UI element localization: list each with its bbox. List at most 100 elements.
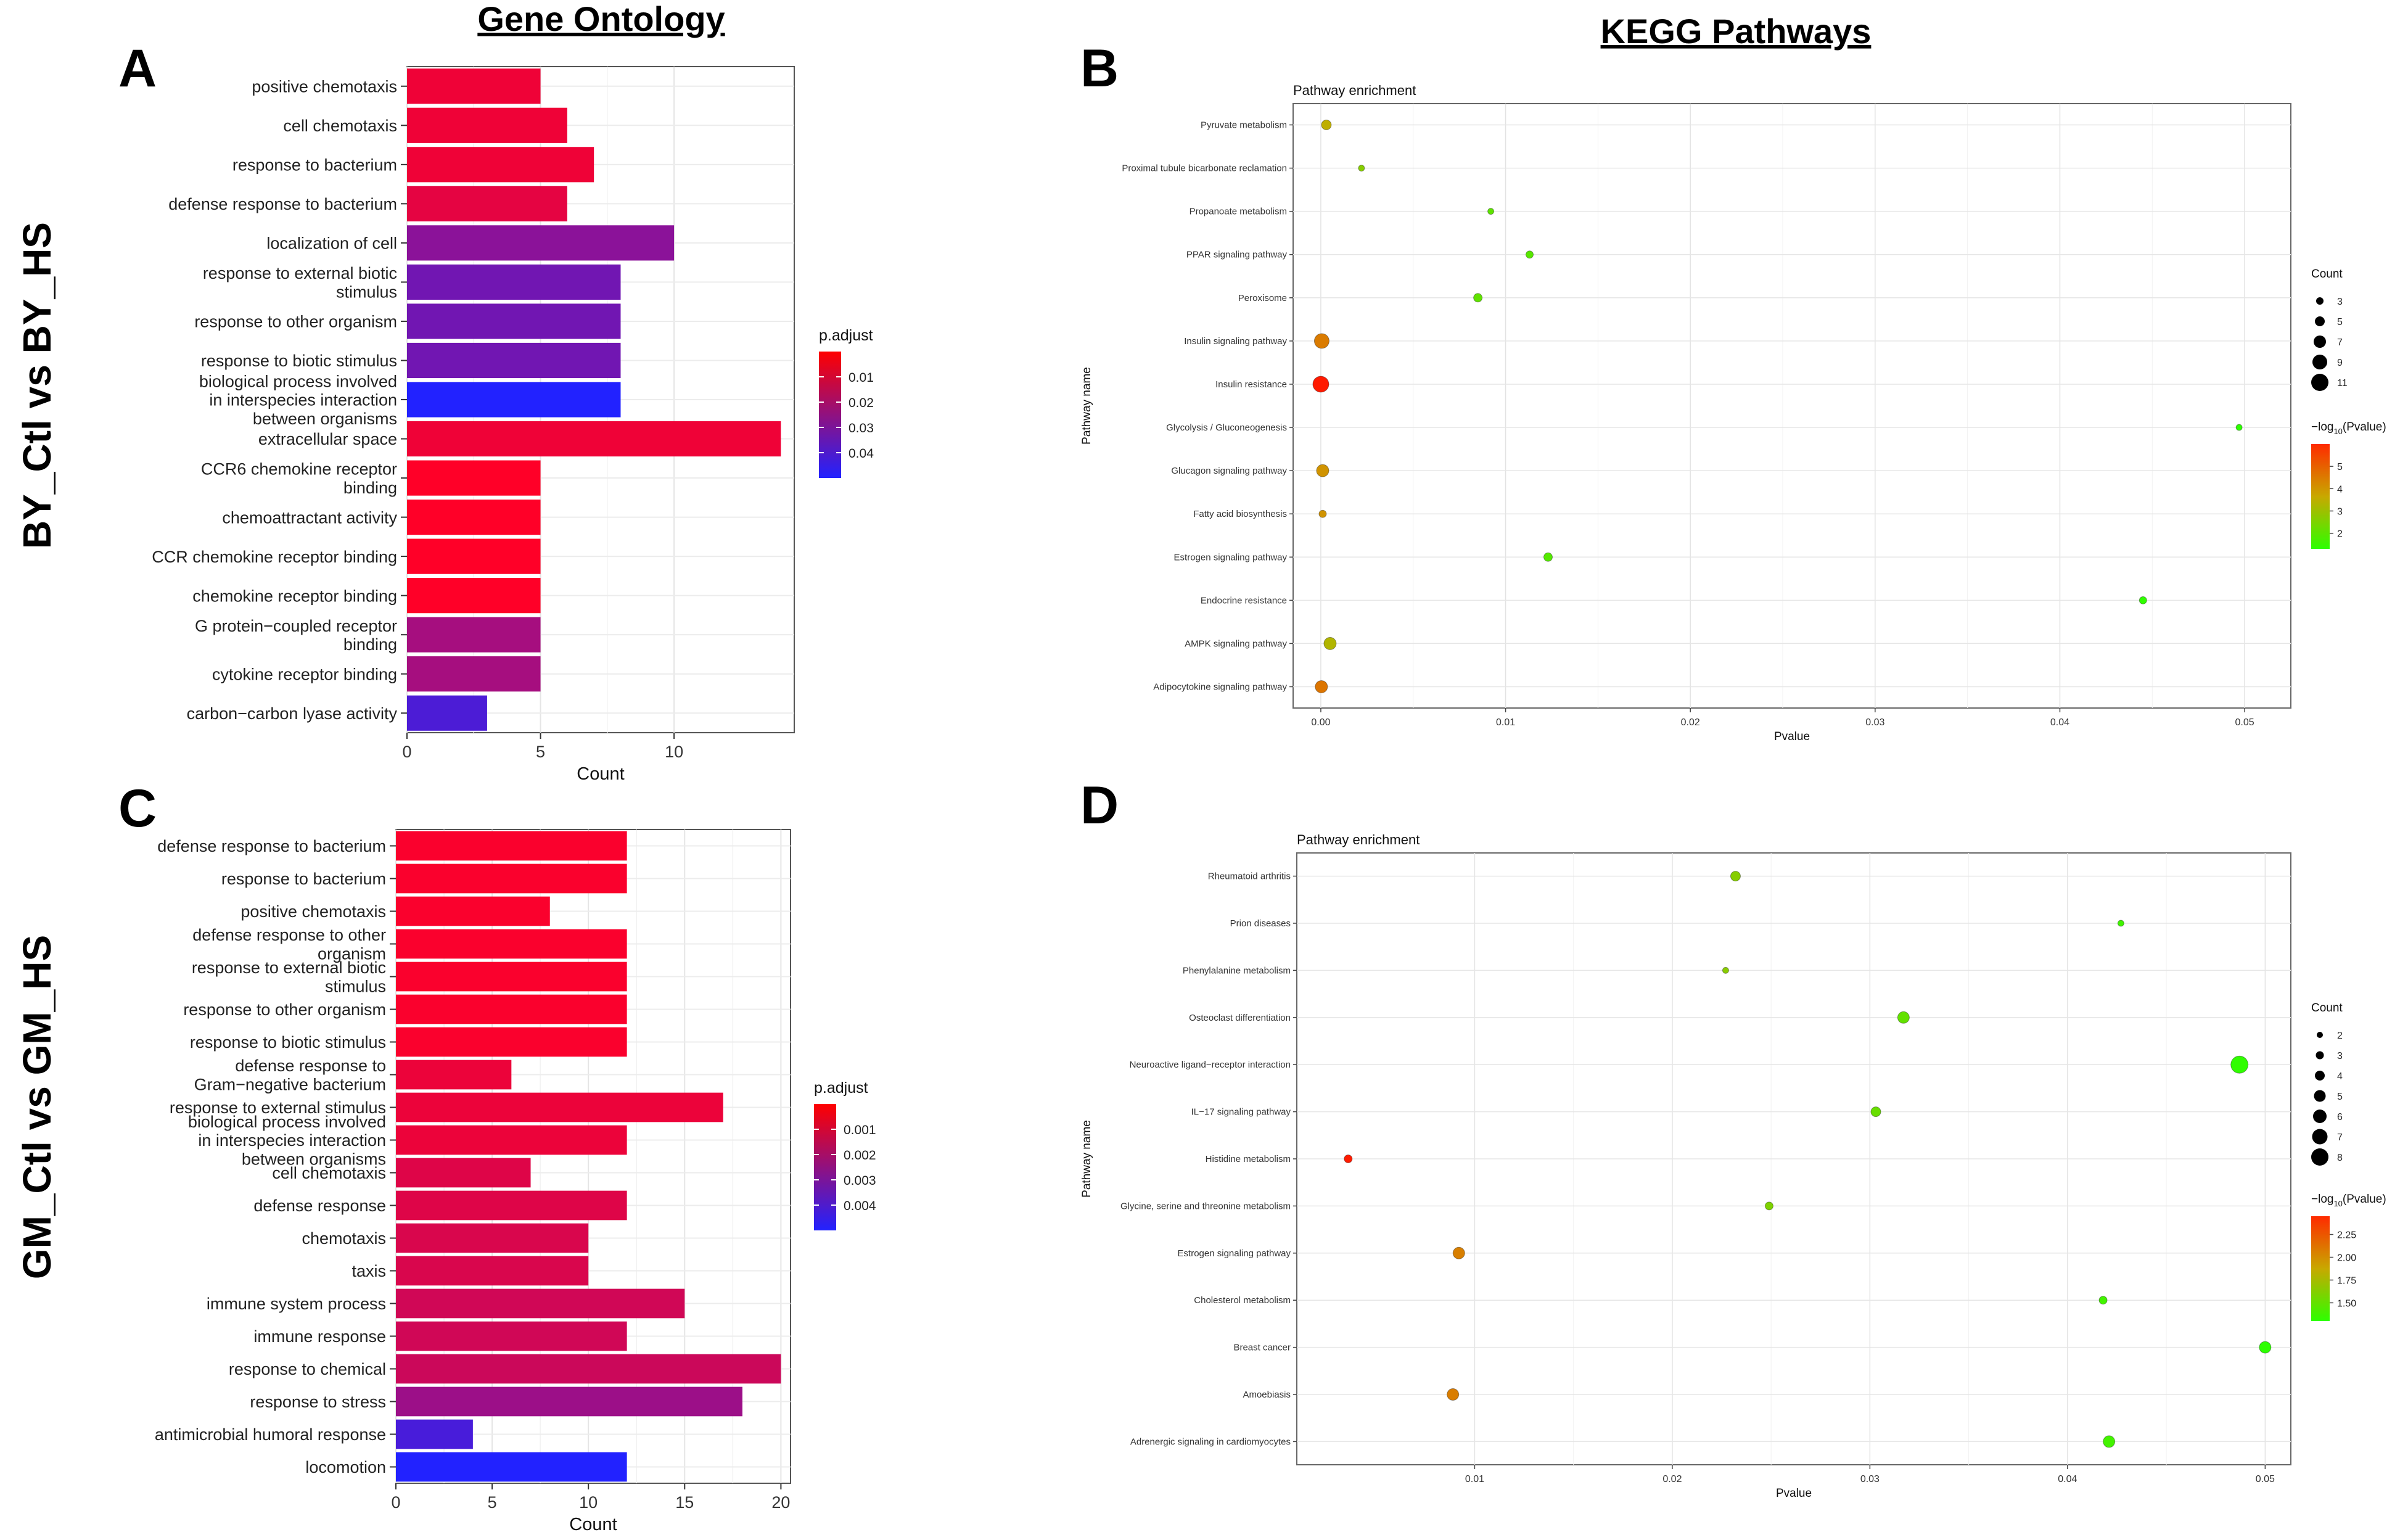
legend-tick-label: 0.03 [849, 421, 874, 435]
data-point [1722, 966, 1729, 974]
bar [407, 538, 541, 574]
x-tick-label: 0.05 [2256, 1474, 2275, 1484]
size-legend-dot [2311, 1148, 2328, 1166]
category-label: locomotion [305, 1458, 386, 1476]
category-label: binding [343, 635, 397, 654]
category-label: in interspecies interaction [198, 1131, 386, 1150]
bar [407, 68, 541, 104]
data-point [1526, 250, 1534, 259]
data-point [2230, 1055, 2249, 1074]
pathway-label: Fatty acid biosynthesis [1193, 509, 1287, 519]
x-tick-label: 20 [771, 1493, 790, 1512]
category-label: response to biotic stimulus [201, 352, 397, 370]
color-legend-bar [2311, 444, 2330, 549]
pathway-label: Glucagon signaling pathway [1171, 466, 1287, 476]
color-legend-label: 2 [2337, 529, 2343, 540]
size-legend-dot [2312, 355, 2327, 369]
pathway-label: Rheumatoid arthritis [1208, 871, 1291, 882]
category-label: response to chemical [229, 1360, 386, 1378]
data-point [2235, 424, 2243, 431]
color-legend-title: −log10(Pvalue) [2311, 421, 2386, 436]
category-label: response to stress [250, 1393, 386, 1411]
category-label: CCR chemokine receptor binding [152, 548, 397, 566]
pathway-label: Insulin signaling pathway [1184, 336, 1287, 347]
data-point [1473, 293, 1483, 303]
size-legend-dot [2312, 1129, 2328, 1145]
pathway-label: Phenylalanine metabolism [1183, 965, 1291, 976]
legend-colorbar [814, 1104, 836, 1230]
size-legend-title: Count [2311, 1002, 2343, 1015]
x-tick-label: 0 [391, 1493, 400, 1512]
color-legend-label: 2.25 [2337, 1230, 2356, 1241]
bar [407, 578, 541, 614]
category-label: localization of cell [266, 234, 397, 253]
bar [407, 264, 621, 300]
category-label: response to other organism [194, 313, 397, 331]
legend-tick-label: 0.004 [844, 1199, 876, 1213]
category-label: response to other organism [183, 1000, 386, 1019]
data-point [1323, 636, 1337, 650]
color-legend-label: 4 [2337, 484, 2343, 495]
legend-tick-label: 0.02 [849, 396, 874, 410]
x-tick-label: 10 [579, 1493, 598, 1512]
x-tick-label: 0.01 [1465, 1474, 1484, 1484]
color-legend-bar [2311, 1216, 2330, 1321]
bar [396, 1092, 723, 1122]
category-label: binding [343, 479, 397, 497]
category-label: response to external biotic [203, 264, 397, 282]
data-point [2098, 1296, 2108, 1305]
pathway-label: Breast cancer [1233, 1343, 1291, 1353]
bar [407, 460, 541, 496]
x-axis-title: Count [569, 1515, 617, 1534]
category-label: cell chemotaxis [283, 117, 397, 135]
plot-area [395, 829, 791, 1484]
panel-letter-c: C [118, 779, 157, 838]
bar [396, 929, 627, 959]
category-label: positive chemotaxis [252, 77, 397, 96]
data-point [1897, 1011, 1910, 1024]
row-label-bottom: GM_Ctl vs GM_HS [15, 935, 59, 1279]
data-point [1543, 552, 1553, 562]
category-label: response to bacterium [221, 870, 386, 888]
data-point [1315, 680, 1328, 693]
size-legend-label: 6 [2337, 1112, 2343, 1122]
pathway-label: IL−17 signaling pathway [1191, 1107, 1291, 1118]
category-label: response to biotic stimulus [190, 1033, 386, 1052]
bar [396, 961, 627, 992]
pathway-label: Osteoclast differentiation [1189, 1013, 1291, 1023]
data-point [2139, 596, 2147, 604]
legend-title: p.adjust [814, 1079, 868, 1097]
pathway-label: Adrenergic signaling in cardiomyocytes [1130, 1436, 1291, 1447]
size-legend-dot [2313, 1110, 2327, 1123]
pathway-label: Amoebiasis [1243, 1390, 1291, 1400]
pathway-label: Neuroactive ligand−receptor interaction [1130, 1060, 1291, 1070]
bar [396, 1288, 685, 1319]
bar [396, 1419, 473, 1449]
x-tick-label: 0.00 [1311, 717, 1330, 728]
data-point [2117, 920, 2124, 927]
data-point [1730, 871, 1741, 882]
bar [396, 1354, 781, 1384]
color-legend-title: −log10(Pvalue) [2311, 1193, 2386, 1208]
data-point [2103, 1435, 2116, 1448]
size-legend-label: 7 [2337, 1132, 2343, 1143]
size-legend-dot [2311, 374, 2328, 391]
legend-tick-label: 0.01 [849, 371, 874, 385]
size-legend-label: 5 [2337, 317, 2343, 327]
category-label: chemokine receptor binding [192, 587, 397, 605]
pathway-label: Insulin resistance [1215, 379, 1287, 390]
size-legend-label: 7 [2337, 337, 2343, 348]
x-tick-label: 0.03 [1865, 717, 1884, 728]
data-point [1321, 120, 1332, 131]
x-tick-label: 0 [402, 743, 411, 761]
data-point [1312, 376, 1329, 393]
y-axis-title: Pathway name [1080, 1120, 1093, 1198]
color-legend-label: 1.75 [2337, 1275, 2356, 1286]
category-label: cytokine receptor binding [212, 665, 397, 683]
kegg-dot-plot-d: Pathway enrichment Rheumatoid arthritis Pr… [1080, 832, 2386, 1500]
legend-tick-label: 0.002 [844, 1148, 876, 1163]
size-legend-label: 3 [2337, 297, 2343, 307]
data-point [1870, 1106, 1881, 1118]
pathway-label: Proximal tubule bicarbonate reclamation [1122, 163, 1287, 174]
